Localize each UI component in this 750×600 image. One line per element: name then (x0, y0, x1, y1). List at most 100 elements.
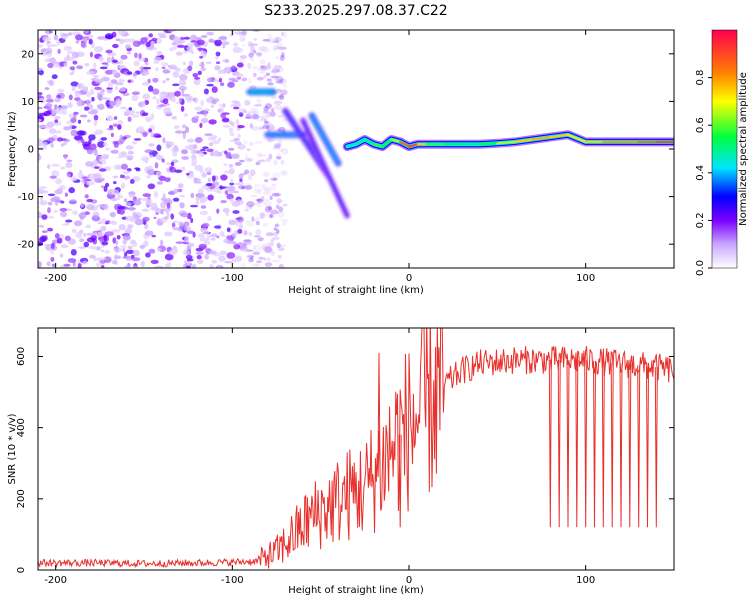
noise-speck (67, 102, 73, 109)
noise-speck (194, 77, 201, 80)
noise-speck (252, 112, 258, 115)
snr-spike (398, 434, 402, 528)
snr-x-label: Height of straight line (km) (288, 585, 424, 596)
noise-speck (244, 116, 252, 120)
noise-speck (199, 169, 204, 174)
noise-speck (239, 159, 244, 164)
noise-speck (203, 108, 211, 112)
noise-speck (195, 136, 203, 143)
noise-speck (194, 165, 204, 171)
noise-speck (250, 194, 257, 198)
noise-speck (47, 137, 56, 142)
noise-speck (270, 239, 275, 246)
noise-speck (281, 31, 285, 37)
noise-speck (256, 204, 263, 208)
noise-speck (266, 263, 273, 267)
noise-speck (205, 183, 213, 187)
noise-speck (204, 253, 210, 260)
noise-speck (256, 51, 262, 58)
ridge-segment (372, 143, 384, 148)
noise-speck (157, 218, 162, 223)
noise-speck (249, 85, 257, 90)
noise-speck (56, 40, 61, 46)
noise-speck (267, 62, 271, 69)
noise-speck (275, 153, 282, 160)
noise-speck (83, 176, 87, 184)
noise-speck (105, 231, 114, 237)
noise-speck (237, 125, 245, 129)
y-tick-label: 0 (16, 567, 27, 573)
noise-speck (73, 114, 77, 119)
noise-speck (177, 39, 186, 44)
noise-speck (100, 249, 105, 253)
noise-speck (162, 137, 166, 144)
noise-speck (228, 164, 234, 168)
noise-speck (131, 94, 139, 102)
noise-speck (174, 169, 183, 173)
noise-speck (161, 158, 165, 163)
noise-speck (120, 54, 128, 60)
noise-speck (212, 150, 220, 157)
noise-speck (256, 115, 265, 123)
noise-speck (69, 66, 76, 71)
noise-speck (86, 204, 95, 211)
noise-speck (255, 216, 260, 224)
noise-speck (276, 156, 282, 160)
noise-speck (172, 227, 181, 231)
noise-speck (249, 142, 254, 147)
noise-speck (70, 249, 77, 256)
noise-speck (271, 192, 280, 197)
noise-speck (124, 252, 128, 257)
noise-speck (135, 111, 140, 114)
noise-speck (239, 221, 243, 228)
noise-speck (273, 159, 278, 166)
noise-speck (172, 45, 177, 50)
noise-speck (220, 200, 227, 204)
noise-speck (256, 188, 262, 194)
noise-speck (267, 82, 274, 86)
noise-speck (264, 205, 272, 213)
noise-speck (258, 46, 268, 52)
noise-speck (51, 74, 58, 80)
noise-speck (142, 81, 150, 86)
colorbar-tick-label: 0.4 (695, 165, 706, 181)
noise-speck (51, 170, 60, 177)
noise-speck (250, 43, 259, 46)
noise-speck (279, 148, 284, 153)
noise-speck (164, 177, 171, 183)
noise-speck (123, 198, 128, 203)
noise-speck (168, 249, 178, 256)
noise-speck (224, 170, 231, 174)
noise-speck (164, 231, 173, 237)
noise-speck (132, 249, 140, 257)
noise-speck (252, 72, 257, 78)
noise-speck (278, 244, 287, 248)
noise-speck (256, 198, 263, 204)
noise-speck (249, 111, 254, 115)
noise-speck (68, 199, 78, 205)
noise-speck (187, 65, 193, 72)
noise-speck (224, 261, 233, 264)
noise-speck (156, 50, 163, 56)
noise-speck (119, 59, 124, 65)
noise-speck (110, 132, 114, 138)
noise-speck (246, 158, 254, 162)
noise-speck (266, 137, 275, 142)
noise-speck (141, 156, 149, 162)
noise-speck (76, 130, 85, 136)
noise-speck (54, 104, 58, 109)
noise-speck (172, 197, 180, 202)
noise-speck (224, 58, 230, 64)
noise-speck (236, 76, 241, 80)
noise-speck (217, 137, 222, 142)
noise-speck (239, 178, 243, 183)
noise-speck (244, 100, 251, 106)
noise-speck (206, 97, 214, 102)
noise-speck (266, 124, 275, 131)
noise-speck (135, 127, 145, 133)
noise-speck (259, 212, 265, 219)
noise-speck (200, 148, 206, 152)
noise-speck (45, 30, 50, 36)
noise-speck (201, 172, 207, 178)
noise-speck (273, 36, 283, 43)
